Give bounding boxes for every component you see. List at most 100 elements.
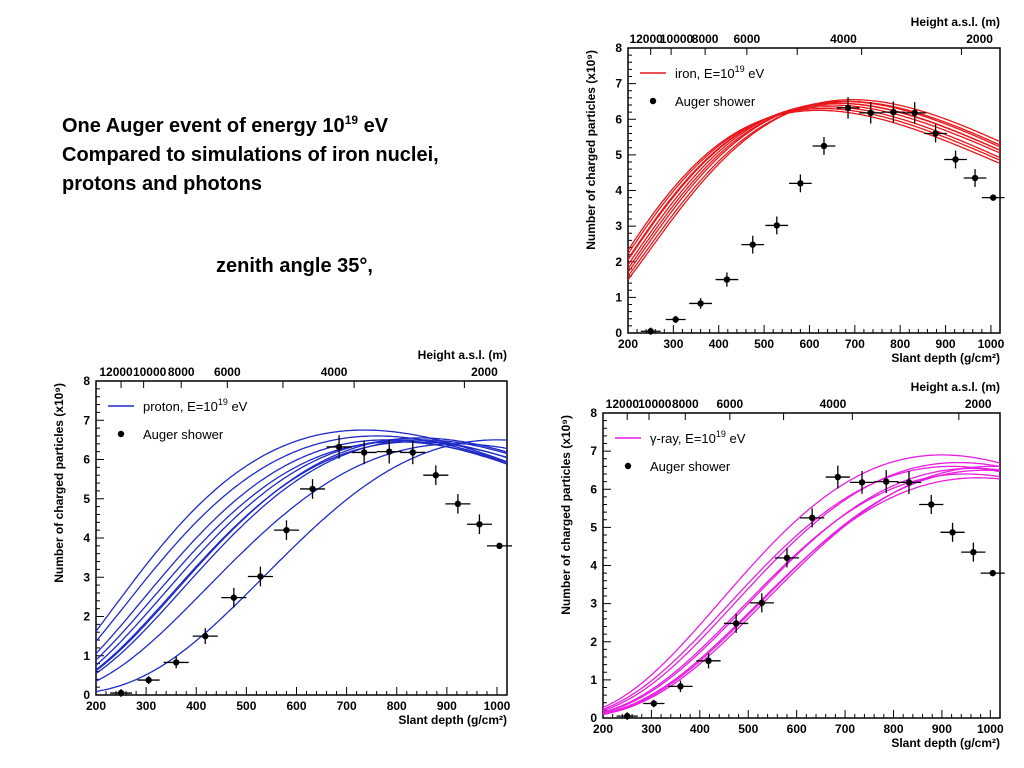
data-point [376, 439, 402, 464]
data-marker [672, 316, 679, 323]
data-point [749, 593, 774, 613]
y-tick-label: 0 [83, 688, 90, 702]
x-tick-label: 200 [86, 699, 106, 713]
top-axis-tick-label: 8000 [168, 365, 195, 379]
x-tick-label: 800 [387, 699, 407, 713]
data-point [643, 699, 665, 708]
data-point [812, 137, 836, 155]
data-marker [949, 529, 956, 536]
y-tick-label: 5 [590, 520, 597, 534]
curves-group [603, 454, 1000, 716]
y-tick-label: 3 [590, 597, 597, 611]
simulation-curve [603, 465, 1000, 716]
data-marker [432, 472, 440, 479]
plot-frame [627, 47, 1001, 334]
y-axis-title: Number of charged particles (x10⁹) [52, 383, 66, 583]
top-axis-tick-label: 6000 [214, 365, 241, 379]
x-tick-label: 1000 [484, 699, 511, 713]
x-tick-label: 900 [437, 699, 457, 713]
y-tick-label: 8 [590, 406, 597, 420]
legend-line-label: proton, E=1019 eV [143, 397, 248, 414]
data-point [896, 470, 922, 494]
data-marker [989, 194, 997, 201]
data-marker [476, 521, 483, 528]
data-marker [677, 683, 684, 690]
data-marker [749, 241, 756, 248]
legend: iron, E=1019 eV Auger shower [640, 64, 764, 109]
top-axis-tick-label: 12000 [99, 365, 133, 379]
x-tick-label: 500 [738, 722, 758, 736]
x-tick-label: 700 [337, 699, 357, 713]
data-point [774, 548, 800, 568]
y-tick-label: 2 [590, 635, 597, 649]
simulation-curve [628, 99, 1000, 281]
x-tick-label: 700 [845, 337, 865, 351]
legend-line-exponent: 19 [716, 429, 726, 439]
data-marker [335, 443, 343, 451]
y-tick-label: 7 [590, 444, 597, 458]
simulation-curve [96, 443, 507, 682]
data-point [445, 494, 471, 514]
top-axis-tick-label: 2000 [471, 365, 498, 379]
curves-group [96, 429, 507, 693]
data-point [789, 174, 812, 193]
heading-line-1-text: One Auger event of energy 10 [62, 115, 345, 137]
x-axis-title: Slant depth (g/cm²) [891, 351, 1000, 365]
y-tick-label: 4 [615, 184, 622, 198]
data-point [859, 102, 883, 124]
data-marker [230, 594, 238, 601]
x-tick-label: 400 [690, 722, 710, 736]
data-marker [202, 632, 209, 640]
top-axis-title: Height a.s.l. (m) [911, 15, 1000, 29]
data-marker [624, 712, 631, 720]
x-tick-label: 800 [890, 337, 910, 351]
heading-line-1: One Auger event of energy 1019 eV [62, 112, 439, 141]
data-marker [496, 542, 503, 550]
simulation-curve [603, 469, 1000, 715]
x-tick-label: 400 [186, 699, 206, 713]
top-axis-tick-label: 10000 [133, 365, 167, 379]
y-axis-title: Number of charged particles (x10⁹) [559, 415, 573, 615]
data-point [247, 566, 273, 587]
data-marker [117, 689, 125, 697]
data-marker [650, 700, 658, 707]
top-axis-tick-label: 6000 [716, 397, 743, 411]
y-tick-label: 6 [615, 112, 622, 126]
data-point [765, 216, 789, 235]
curves-group [628, 99, 1000, 281]
data-point [874, 470, 899, 494]
data-point [689, 298, 712, 309]
legend-line-unit: eV [745, 66, 765, 81]
y-tick-label: 0 [615, 326, 622, 340]
simulation-curve [628, 100, 1000, 277]
y-tick-label: 6 [590, 482, 597, 496]
y-tick-label: 4 [83, 531, 90, 545]
legend-line-unit: eV [228, 399, 248, 414]
data-point [466, 514, 492, 535]
data-point [273, 520, 299, 540]
data-point [836, 97, 860, 119]
legend-line-text: iron, E=10 [675, 66, 735, 81]
slide-heading: One Auger event of energy 1019 eV Compar… [62, 112, 439, 199]
y-axis-title: Number of charged particles (x10⁹) [584, 50, 598, 250]
legend-line-label: iron, E=1019 eV [675, 64, 764, 81]
top-axis-tick-label: 6000 [734, 32, 761, 46]
top-axis-tick-label: 8000 [692, 32, 719, 46]
data-marker [890, 108, 897, 116]
x-tick-label: 400 [709, 337, 729, 351]
data-point [696, 653, 721, 669]
simulation-curve [96, 441, 507, 661]
x-tick-label: 300 [136, 699, 156, 713]
data-point [137, 676, 160, 685]
simulation-curve [628, 104, 1000, 261]
top-axis-tick-label: 12000 [606, 397, 640, 411]
data-marker [844, 104, 852, 112]
simulation-curve [96, 441, 507, 671]
y-tick-label: 5 [615, 148, 622, 162]
data-point [110, 689, 133, 697]
data-point [715, 272, 739, 287]
x-tick-label: 600 [787, 722, 807, 736]
simulation-curve [96, 437, 507, 672]
data-point [849, 470, 875, 494]
simulation-curve [96, 439, 507, 675]
